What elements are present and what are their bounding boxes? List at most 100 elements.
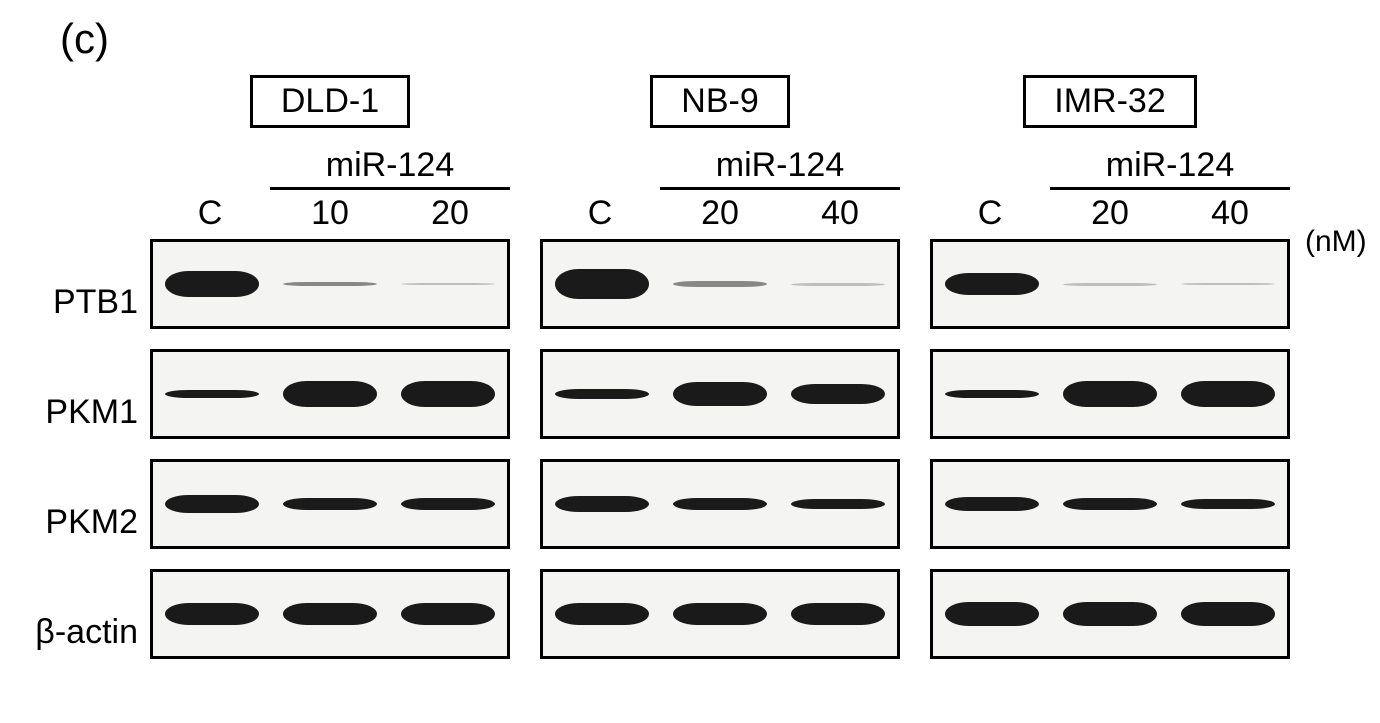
blot-lane bbox=[1051, 572, 1169, 656]
row-label-ptb1: PTB1 bbox=[20, 257, 150, 347]
mir-group: miR-124 bbox=[660, 146, 900, 190]
blot-lane bbox=[153, 462, 271, 546]
cell-line-name-box: NB-9 bbox=[650, 75, 789, 128]
blot-band bbox=[673, 281, 767, 287]
blot-stack bbox=[930, 239, 1290, 679]
blot-band bbox=[283, 381, 377, 407]
cell-line-block: IMR-32 miR-124C2040 bbox=[930, 75, 1290, 679]
blot-box bbox=[150, 459, 510, 549]
blot-band bbox=[791, 603, 885, 625]
blot-band bbox=[1181, 602, 1275, 626]
blot-lane bbox=[1051, 352, 1169, 436]
blot-band bbox=[791, 499, 885, 509]
blot-lane bbox=[933, 462, 1051, 546]
blot-lane bbox=[1169, 572, 1287, 656]
blot-lane bbox=[271, 352, 389, 436]
blot-band bbox=[673, 382, 767, 406]
blot-lane bbox=[1169, 352, 1287, 436]
blot-band bbox=[165, 271, 259, 297]
blot-band bbox=[1063, 381, 1157, 407]
blot-lane bbox=[389, 572, 507, 656]
blot-lane bbox=[779, 352, 897, 436]
blot-stack bbox=[540, 239, 900, 679]
treatment-header: miR-124C1020 bbox=[150, 146, 510, 233]
blot-lane bbox=[779, 572, 897, 656]
blot-lane bbox=[543, 462, 661, 546]
concentration-label: 20 bbox=[390, 194, 510, 233]
blot-band bbox=[401, 498, 495, 510]
control-label: C bbox=[540, 194, 660, 233]
blot-band bbox=[165, 603, 259, 625]
blot-lane bbox=[779, 462, 897, 546]
blot-band bbox=[555, 496, 649, 512]
blot-band bbox=[945, 497, 1039, 511]
cell-line-block: NB-9 miR-124 C2040 bbox=[540, 75, 900, 679]
western-blot-figure: PTB1 PKM1 PKM2 β-actin DLD-1miR-124C1020… bbox=[20, 75, 1360, 697]
blot-band bbox=[555, 269, 649, 299]
blot-band bbox=[401, 283, 495, 285]
blot-lane bbox=[933, 352, 1051, 436]
control-label: C bbox=[930, 194, 1050, 233]
concentration-row: C1020 bbox=[150, 194, 510, 233]
blot-band bbox=[401, 381, 495, 407]
blot-lane bbox=[779, 242, 897, 326]
blot-lane bbox=[389, 352, 507, 436]
cell-line-name-box: IMR-32 bbox=[1023, 75, 1196, 128]
blot-lane bbox=[271, 462, 389, 546]
blot-lane bbox=[1169, 242, 1287, 326]
control-label: C bbox=[150, 194, 270, 233]
treatment-header: miR-124 C2040 bbox=[540, 146, 900, 233]
blot-lane bbox=[543, 242, 661, 326]
blot-box bbox=[930, 459, 1290, 549]
blot-lane bbox=[271, 572, 389, 656]
blot-stack bbox=[150, 239, 510, 679]
blot-box bbox=[540, 569, 900, 659]
blot-lane bbox=[661, 242, 779, 326]
concentration-label: 20 bbox=[660, 194, 780, 233]
blot-box bbox=[150, 349, 510, 439]
blot-box bbox=[150, 239, 510, 329]
blot-box bbox=[930, 569, 1290, 659]
blot-lane bbox=[1169, 462, 1287, 546]
blot-band bbox=[1181, 499, 1275, 509]
concentration-label: 40 bbox=[1170, 194, 1290, 233]
row-labels-column: PTB1 PKM1 PKM2 β-actin bbox=[20, 257, 150, 697]
blot-band bbox=[1181, 283, 1275, 285]
blot-lane bbox=[543, 572, 661, 656]
blot-lane bbox=[543, 352, 661, 436]
blot-band bbox=[945, 273, 1039, 295]
blot-band bbox=[283, 498, 377, 510]
blot-lane bbox=[661, 462, 779, 546]
blot-lane bbox=[661, 572, 779, 656]
blot-box bbox=[540, 239, 900, 329]
cell-line-name-box: DLD-1 bbox=[250, 75, 410, 128]
mir-underline bbox=[270, 187, 510, 190]
blot-lane bbox=[153, 352, 271, 436]
blot-band bbox=[1063, 283, 1157, 286]
cell-line-block: DLD-1 miR-124C1020 bbox=[150, 75, 510, 679]
row-label-pkm1: PKM1 bbox=[20, 367, 150, 457]
blot-band bbox=[945, 602, 1039, 626]
blot-lane bbox=[389, 462, 507, 546]
row-label-bactin: β-actin bbox=[20, 587, 150, 677]
blot-band bbox=[555, 603, 649, 625]
blot-band bbox=[1181, 381, 1275, 407]
blot-box bbox=[930, 349, 1290, 439]
concentration-label: 40 bbox=[780, 194, 900, 233]
blot-lane bbox=[271, 242, 389, 326]
treatment-header: miR-124C2040 bbox=[930, 146, 1290, 233]
blot-lane bbox=[933, 242, 1051, 326]
blot-band bbox=[401, 603, 495, 625]
blot-band bbox=[283, 603, 377, 625]
blot-band bbox=[1063, 498, 1157, 510]
blot-band bbox=[673, 498, 767, 510]
concentration-label: 20 bbox=[1050, 194, 1170, 233]
blot-band bbox=[945, 390, 1039, 398]
mir-label: miR-124 bbox=[716, 146, 844, 185]
blot-lane bbox=[153, 572, 271, 656]
blot-band bbox=[165, 495, 259, 513]
blot-box bbox=[930, 239, 1290, 329]
blot-lane bbox=[389, 242, 507, 326]
row-label-pkm2: PKM2 bbox=[20, 477, 150, 567]
concentration-row: C2040 bbox=[540, 194, 900, 233]
